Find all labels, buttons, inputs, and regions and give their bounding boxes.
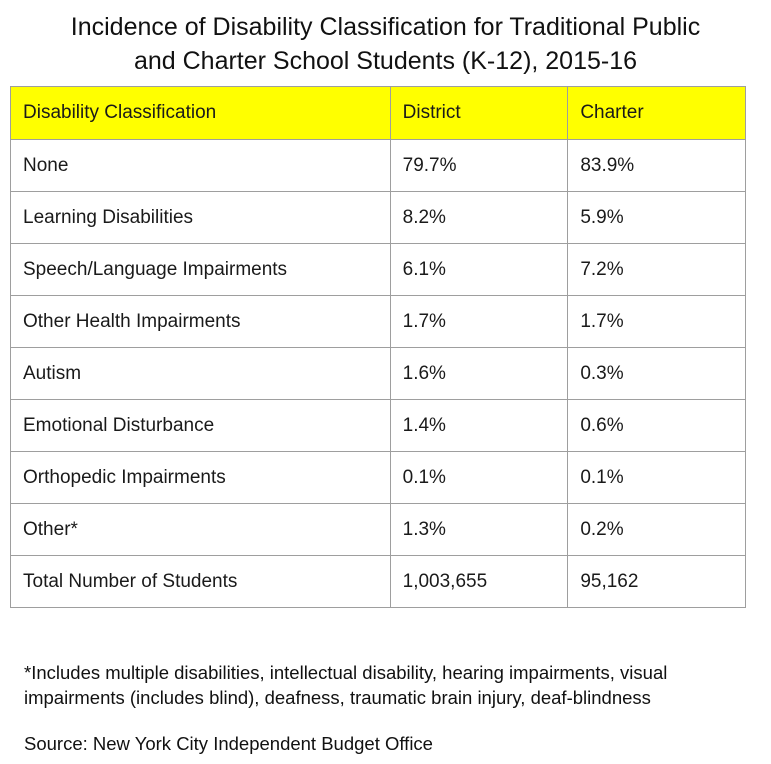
charter-value: 0.3% bbox=[567, 347, 746, 400]
district-value: 1.7% bbox=[389, 295, 569, 348]
chart-title: Incidence of Disability Classification f… bbox=[0, 10, 771, 78]
footnote-line-1: *Includes multiple disabilities, intelle… bbox=[24, 662, 668, 683]
row-label: Emotional Disturbance bbox=[10, 399, 391, 452]
district-value: 1,003,655 bbox=[389, 555, 569, 608]
district-value: 1.6% bbox=[389, 347, 569, 400]
district-value: 0.1% bbox=[389, 451, 569, 504]
row-label: Autism bbox=[10, 347, 391, 400]
chart-title-line-1: Incidence of Disability Classification f… bbox=[70, 13, 701, 41]
row-label: Learning Disabilities bbox=[10, 191, 391, 244]
charter-value: 5.9% bbox=[567, 191, 746, 244]
column-header-charter: Charter bbox=[567, 86, 746, 140]
row-label: Speech/Language Impairments bbox=[10, 243, 391, 296]
table-row: Learning Disabilities 8.2% 5.9% bbox=[10, 191, 746, 244]
table-row: None 79.7% 83.9% bbox=[10, 139, 746, 192]
table-row: Other* 1.3% 0.2% bbox=[10, 503, 746, 556]
charter-value: 83.9% bbox=[567, 139, 746, 192]
table-row: Other Health Impairments 1.7% 1.7% bbox=[10, 295, 746, 348]
disability-table: Disability Classification District Chart… bbox=[10, 86, 746, 608]
table-row: Emotional Disturbance 1.4% 0.6% bbox=[10, 399, 746, 452]
district-value: 79.7% bbox=[389, 139, 569, 192]
row-label: Total Number of Students bbox=[10, 555, 391, 608]
footnote-line-2: impairments (includes blind), deafness, … bbox=[24, 687, 651, 708]
district-value: 1.3% bbox=[389, 503, 569, 556]
table-row: Total Number of Students 1,003,655 95,162 bbox=[10, 555, 746, 608]
charter-value: 0.2% bbox=[567, 503, 746, 556]
row-label: Other Health Impairments bbox=[10, 295, 391, 348]
column-header-district: District bbox=[389, 86, 569, 140]
charter-value: 95,162 bbox=[567, 555, 746, 608]
row-label: Other* bbox=[10, 503, 391, 556]
chart-title-line-2: and Charter School Students (K-12), 2015… bbox=[133, 47, 638, 75]
column-header-classification: Disability Classification bbox=[10, 86, 391, 140]
table-row: Autism 1.6% 0.3% bbox=[10, 347, 746, 400]
charter-value: 0.1% bbox=[567, 451, 746, 504]
row-label: None bbox=[10, 139, 391, 192]
table-row: Orthopedic Impairments 0.1% 0.1% bbox=[10, 451, 746, 504]
charter-value: 7.2% bbox=[567, 243, 746, 296]
district-value: 1.4% bbox=[389, 399, 569, 452]
charter-value: 0.6% bbox=[567, 399, 746, 452]
table-row: Speech/Language Impairments 6.1% 7.2% bbox=[10, 243, 746, 296]
table-header-row: Disability Classification District Chart… bbox=[10, 86, 746, 140]
charter-value: 1.7% bbox=[567, 295, 746, 348]
district-value: 8.2% bbox=[389, 191, 569, 244]
footnote: *Includes multiple disabilities, intelle… bbox=[24, 660, 754, 710]
district-value: 6.1% bbox=[389, 243, 569, 296]
source-note: Source: New York City Independent Budget… bbox=[24, 733, 433, 754]
table-body: None 79.7% 83.9% Learning Disabilities 8.2% 5… bbox=[10, 139, 746, 608]
row-label: Orthopedic Impairments bbox=[10, 451, 391, 504]
